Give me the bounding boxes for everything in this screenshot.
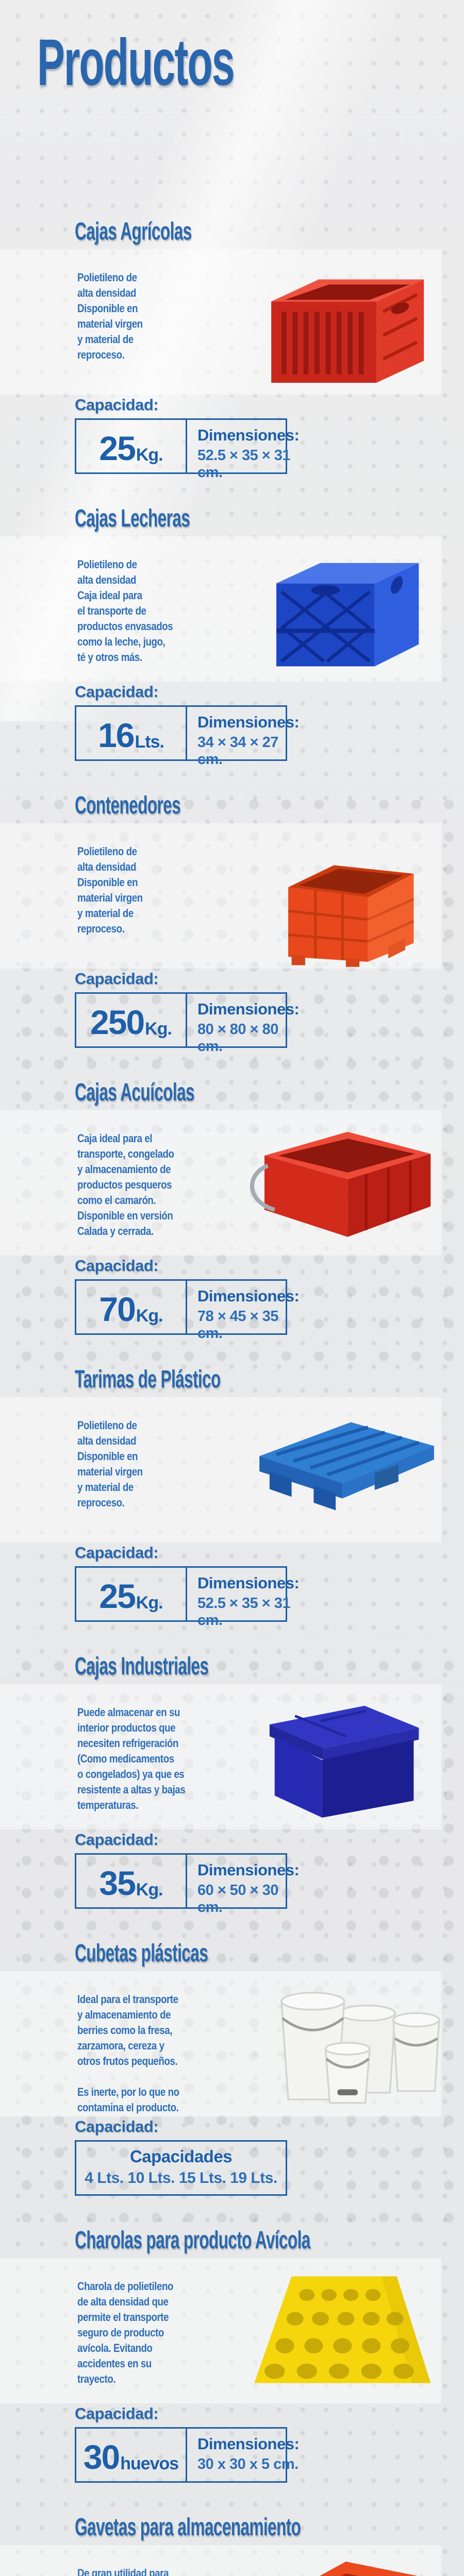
dimensions-label: Dimensiones:	[197, 2435, 300, 2453]
capacities-title: Capacidades	[129, 2147, 233, 2166]
product-title: Tarimas de Plástico	[75, 1366, 221, 1393]
dimensions-value: 34 × 34 × 27 cm.	[197, 734, 278, 768]
dimensions-cell: Dimensiones: 30 x 30 x 5 cm.	[187, 2429, 300, 2481]
capacities-values: 4 Lts. 10 Lts. 15 Lts. 19 Lts.	[85, 2170, 277, 2187]
product-section-cubetas-plasticas: Cubetas plásticas Ideal para el transpor…	[0, 1938, 464, 2225]
capacity-cell: 30 huevos	[76, 2429, 187, 2481]
product-section-tarimas-de-plastico: Tarimas de Plástico Polietileno de alta …	[0, 1364, 464, 1651]
capacity-unit: Lts.	[135, 732, 164, 752]
capacities-cell: Capacidades 4 Lts. 10 Lts. 15 Lts. 19 Lt…	[76, 2142, 286, 2194]
product-title: Cubetas plásticas	[75, 1940, 208, 1967]
dimensions-value: 30 x 30 x 5 cm.	[197, 2456, 299, 2472]
capacity-table: 35 Kg. Dimensiones: 60 × 50 × 30 cm.	[75, 1853, 300, 1916]
capacity-cell: 25 Kg.	[76, 1568, 187, 1620]
capacity-value: 70	[99, 1290, 136, 1328]
capacity-value: 16	[98, 716, 135, 754]
capacity-table: 30 huevos Dimensiones: 30 x 30 x 5 cm.	[75, 2427, 300, 2483]
dimensions-value: 52.5 × 35 × 31 cm.	[197, 1595, 291, 1629]
product-description: Puede almacenar en su interior productos…	[77, 1706, 186, 1811]
capacity-label: Capacidad:	[75, 683, 159, 701]
capacity-value: 25	[99, 1577, 136, 1615]
capacity-table: 25 Kg. Dimensiones: 52.5 × 35 × 31 cm.	[75, 1566, 300, 1629]
capacity-unit: Kg.	[136, 1880, 163, 1900]
product-section-cajas-acuicolas: Cajas Acuícolas Caja ideal para el trans…	[0, 1077, 464, 1364]
page-title: Productos	[37, 26, 235, 99]
capacity-table: Capacidades 4 Lts. 10 Lts. 15 Lts. 19 Lt…	[75, 2140, 287, 2196]
product-photo-cajas-acuicolas	[233, 1103, 449, 1256]
dimensions-value: 52.5 × 35 × 31 cm.	[197, 447, 291, 481]
product-title: Cajas Lecheras	[75, 505, 190, 532]
capacity-value: 35	[99, 1864, 136, 1902]
capacity-unit: Kg.	[136, 1593, 163, 1613]
dimensions-cell: Dimensiones: 80 × 80 × 80 cm.	[187, 994, 300, 1055]
capacity-cell: 25 Kg.	[76, 420, 187, 472]
product-photo-contenedores	[233, 816, 449, 969]
capacity-unit: Kg.	[145, 1019, 172, 1039]
product-photo-cajas-industriales	[233, 1677, 449, 1829]
capacity-label: Capacidad:	[75, 1831, 159, 1849]
capacity-cell: 16 Lts.	[76, 707, 187, 759]
dimensions-value: 78 × 45 × 35 cm.	[197, 1308, 278, 1342]
dimensions-value: 80 × 80 × 80 cm.	[197, 1021, 278, 1055]
dimensions-value: 60 × 50 × 30 cm.	[197, 1882, 278, 1916]
product-section-cajas-industriales: Cajas Industriales Puede almacenar en su…	[0, 1651, 464, 1938]
capacity-label: Capacidad:	[75, 1544, 159, 1562]
product-title: Contenedores	[75, 792, 181, 819]
capacity-unit: Kg.	[136, 445, 163, 465]
dimensions-label: Dimensiones:	[197, 1287, 300, 1305]
product-title: Gavetas para almacenamiento	[75, 2514, 301, 2541]
product-photo-gavetas-almacenamiento	[233, 2538, 449, 2576]
product-photo-tarimas-de-plastico	[233, 1390, 449, 1543]
dimensions-label: Dimensiones:	[197, 1574, 300, 1592]
product-section-cajas-agricolas: Cajas Agrícolas Polietileno de alta dens…	[0, 216, 464, 503]
capacity-table: 250 Kg. Dimensiones: 80 × 80 × 80 cm.	[75, 992, 300, 1055]
product-title: Charolas para producto Avícola	[75, 2227, 310, 2254]
product-description: Polietileno de alta densidad Disponible …	[77, 271, 143, 361]
capacity-value: 30	[83, 2438, 120, 2476]
dimensions-label: Dimensiones:	[197, 426, 300, 444]
capacity-table: 70 Kg. Dimensiones: 78 × 45 × 35 cm.	[75, 1279, 300, 1342]
capacity-value: 25	[99, 429, 136, 467]
product-description: De gran utilidad para segmentar producto…	[77, 2567, 169, 2576]
capacity-value: 250	[90, 1003, 145, 1041]
dimensions-cell: Dimensiones: 78 × 45 × 35 cm.	[187, 1281, 300, 1342]
capacity-label: Capacidad:	[75, 2117, 159, 2136]
capacity-cell: 70 Kg.	[76, 1281, 187, 1333]
product-title: Cajas Industriales	[75, 1653, 209, 1680]
capacity-unit: huevos	[120, 2454, 179, 2473]
product-photo-cajas-agricolas	[233, 242, 449, 395]
product-photo-charolas-avicola	[233, 2251, 449, 2403]
capacity-table: 25 Kg. Dimensiones: 52.5 × 35 × 31 cm.	[75, 418, 300, 481]
dimensions-cell: Dimensiones: 34 × 34 × 27 cm.	[187, 707, 300, 768]
dimensions-cell: Dimensiones: 52.5 × 35 × 31 cm.	[187, 420, 300, 481]
dimensions-label: Dimensiones:	[197, 1000, 300, 1018]
product-description: Polietileno de alta densidad Disponible …	[77, 845, 143, 935]
capacity-cell: 250 Kg.	[76, 994, 187, 1046]
product-section-contenedores: Contenedores Polietileno de alta densida…	[0, 790, 464, 1077]
dimensions-label: Dimensiones:	[197, 1861, 300, 1879]
capacity-label: Capacidad:	[75, 970, 159, 988]
capacity-unit: Kg.	[136, 1306, 163, 1326]
product-photo-cajas-lecheras	[233, 529, 449, 682]
dimensions-cell: Dimensiones: 60 × 50 × 30 cm.	[187, 1855, 300, 1916]
product-photo-cubetas-plasticas	[233, 1964, 449, 2116]
product-description: Ideal para el transporte y almacenamient…	[77, 1993, 179, 2114]
dimensions-label: Dimensiones:	[197, 713, 300, 731]
capacity-cell: 35 Kg.	[76, 1855, 187, 1907]
dimensions-cell: Dimensiones: 52.5 × 35 × 31 cm.	[187, 1568, 300, 1629]
product-description: Polietileno de alta densidad Caja ideal …	[77, 558, 173, 664]
product-description: Caja ideal para el transporte, congelado…	[77, 1132, 174, 1238]
capacity-label: Capacidad:	[75, 1257, 159, 1275]
product-section-charolas-avicola: Charolas para producto Avícola Charola d…	[0, 2225, 464, 2512]
product-description: Polietileno de alta densidad Disponible …	[77, 1419, 143, 1509]
product-section-cajas-lecheras: Cajas Lecheras Polietileno de alta densi…	[0, 503, 464, 790]
capacity-table: 16 Lts. Dimensiones: 34 × 34 × 27 cm.	[75, 705, 300, 768]
product-section-gavetas-almacenamiento: Gavetas para almacenamiento De gran util…	[0, 2512, 464, 2576]
product-title: Cajas Acuícolas	[75, 1079, 195, 1106]
product-title: Cajas Agrícolas	[75, 218, 192, 245]
capacity-label: Capacidad:	[75, 2404, 159, 2422]
capacity-label: Capacidad:	[75, 396, 159, 414]
product-description: Charola de polietileno de alta densidad …	[77, 2280, 173, 2385]
